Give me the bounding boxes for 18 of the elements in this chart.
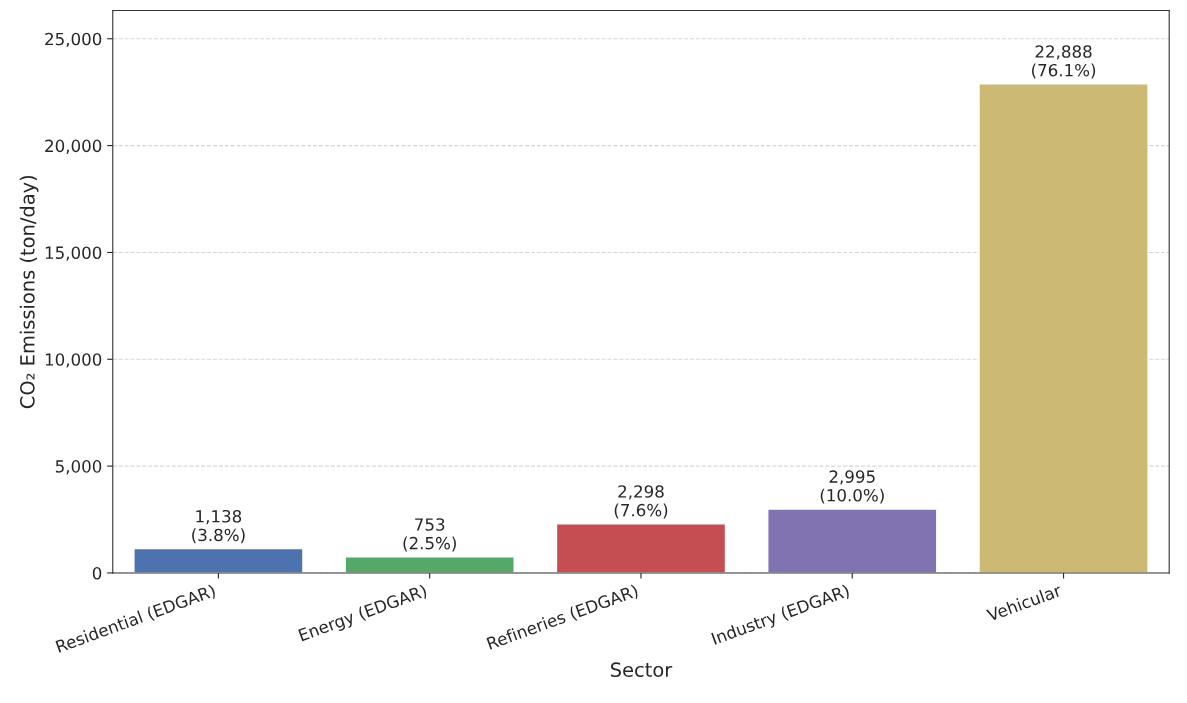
y-tick-label: 25,000 — [45, 32, 102, 48]
y-tick-label: 15,000 — [45, 246, 102, 261]
data-label: 2,298 (7.6%) — [614, 485, 668, 519]
data-label: 1,138 (3.8%) — [192, 509, 245, 544]
data-label: 22,888 (76.1%) — [1032, 45, 1096, 79]
y-tick-label: 10,000 — [45, 353, 102, 368]
bar — [767, 508, 938, 573]
y-tick-label: 20,000 — [45, 139, 102, 154]
y-tick-label: 0 — [92, 566, 102, 580]
bar — [133, 547, 304, 573]
y-axis-title: CO₂ Emissions (ton/day) — [19, 175, 39, 409]
bar — [555, 523, 727, 573]
bar — [344, 556, 515, 573]
x-axis-title: Sector — [611, 662, 673, 678]
bar — [978, 83, 1149, 573]
data-label: 753 (2.5%) — [403, 518, 456, 552]
data-label: 2,995 (10.0%) — [820, 470, 884, 504]
y-tick-label: 5,000 — [55, 460, 102, 475]
